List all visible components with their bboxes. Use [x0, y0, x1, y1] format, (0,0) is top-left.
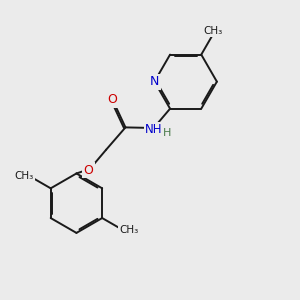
Text: N: N	[150, 75, 159, 88]
Text: NH: NH	[145, 123, 163, 136]
Text: O: O	[107, 93, 117, 106]
Text: CH₃: CH₃	[203, 26, 223, 36]
Text: O: O	[83, 164, 93, 177]
Text: H: H	[163, 128, 171, 138]
Text: CH₃: CH₃	[119, 225, 139, 235]
Text: CH₃: CH₃	[14, 171, 33, 182]
